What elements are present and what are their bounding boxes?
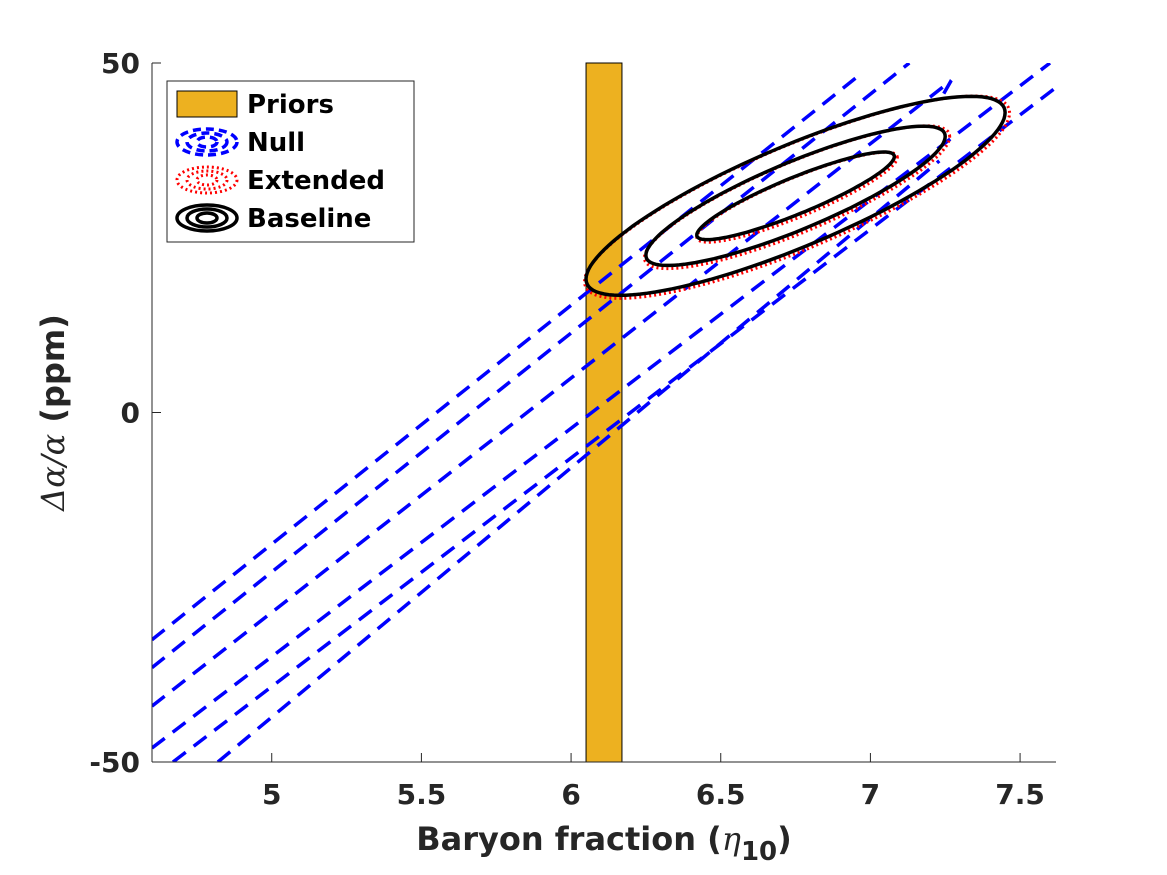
- null-line-4: [152, 63, 1052, 750]
- y-axis-label-symbol: Δα/α: [34, 434, 72, 513]
- y-axis-label: Δα/α (ppm): [34, 314, 72, 513]
- y-axis-label-text: (ppm): [34, 314, 72, 434]
- x-axis-label-close: ): [777, 820, 792, 858]
- legend-swatch-ring: [175, 203, 239, 233]
- legend-swatch-extended: [175, 165, 239, 195]
- x-tick-label: 6.5: [696, 778, 746, 811]
- x-axis-label: Baryon fraction (η10): [416, 820, 792, 867]
- legend-swatch-baseline: [175, 203, 239, 233]
- legend: Priors Null Extended Baseline: [166, 80, 415, 243]
- ticks-layer: 5 5.5 6 6.5 7 7.5 -50 0 50: [89, 47, 1044, 811]
- legend-swatch-null: [175, 127, 239, 157]
- x-tick-label: 7.5: [995, 778, 1045, 811]
- x-tick-label: 7: [861, 778, 880, 811]
- legend-swatch-ring: [185, 169, 229, 191]
- x-axis-label-subscript: 10: [741, 837, 777, 867]
- legend-swatch-priors: [176, 90, 238, 118]
- x-tick-label: 5.5: [397, 778, 447, 811]
- legend-swatch-ring: [185, 131, 229, 153]
- legend-label-extended: Extended: [247, 166, 385, 196]
- y-tick-label: 50: [101, 47, 140, 80]
- baseline-contour-1: [695, 150, 897, 242]
- legend-label-null: Null: [247, 128, 305, 158]
- baseline-contour-2: [644, 124, 947, 268]
- legend-swatch-ring: [175, 127, 239, 157]
- null-line-1: [152, 72, 863, 642]
- y-tick-label: -50: [89, 746, 140, 779]
- x-axis-label-text: Baryon fraction (: [416, 820, 722, 858]
- legend-label-baseline: Baseline: [247, 204, 371, 234]
- y-tick-label: 0: [121, 397, 140, 430]
- x-axis-label-symbol: η: [722, 820, 741, 858]
- legend-swatch-ring: [195, 211, 219, 225]
- x-tick-label: 5: [262, 778, 281, 811]
- null-line-6: [216, 159, 941, 762]
- x-tick-label: 6: [561, 778, 580, 811]
- legend-swatch-ring: [195, 135, 219, 149]
- legend-swatch-ring: [175, 165, 239, 195]
- baseline-contour-3: [584, 94, 1007, 298]
- null-line-3: [152, 79, 953, 708]
- legend-label-priors: Priors: [247, 90, 334, 120]
- legend-swatch-ring: [195, 173, 219, 187]
- baseline-contours-layer: [584, 94, 1007, 298]
- null-line-5: [171, 86, 1056, 762]
- legend-swatch-ring: [185, 207, 229, 229]
